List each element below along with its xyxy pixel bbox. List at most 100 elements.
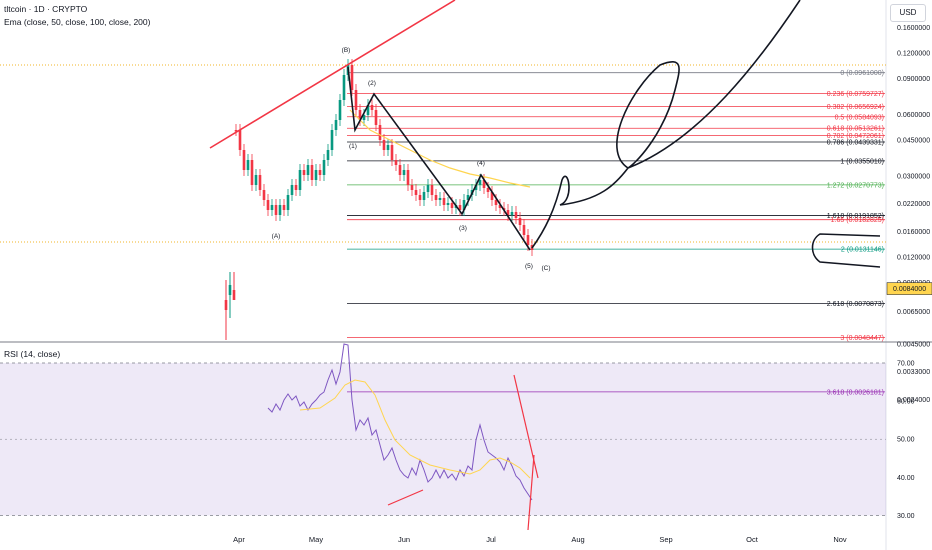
rsi-tick-label: 60.00 <box>897 399 915 406</box>
candle-body <box>518 218 522 225</box>
candle-body <box>490 192 494 200</box>
candle-body <box>286 195 290 210</box>
fib-level-label: 0.382 (0.0656924) <box>827 104 884 111</box>
candle-body <box>450 203 454 208</box>
candle-body <box>282 205 286 210</box>
fib-level-label: 0.702 (0.0472061) <box>827 133 884 140</box>
candle-body <box>232 290 236 300</box>
candle-body <box>414 190 418 195</box>
fib-level-label: 0 (0.0961000) <box>840 70 884 77</box>
fib-level-label: 2 (0.0131146) <box>841 247 884 254</box>
wave-label: (2) <box>368 80 376 87</box>
price-tick-label: 0.0033000 <box>897 369 930 376</box>
rsi-signal-line <box>299 379 531 479</box>
price-tick-label: 0.0160000 <box>897 229 930 236</box>
rsi-divergence-line <box>387 489 424 506</box>
candle-body <box>426 185 430 192</box>
time-axis-label: May <box>309 535 323 544</box>
price-tick-label: 0.1600000 <box>897 25 930 32</box>
candle-body <box>262 190 266 200</box>
candle-body <box>238 130 242 150</box>
candle-body <box>342 75 346 100</box>
candle-body <box>322 160 326 175</box>
time-axis-label: Jun <box>398 535 410 544</box>
price-target-bracket <box>811 233 881 268</box>
candle-body <box>290 185 294 195</box>
freehand-projection <box>531 0 801 249</box>
candle-body <box>266 200 270 210</box>
candle-body <box>462 200 466 210</box>
rsi-tick-label: 50.00 <box>897 437 915 444</box>
candle-body <box>418 195 422 200</box>
price-tick-label: 0.0450000 <box>897 137 930 144</box>
candle-body <box>526 235 530 245</box>
price-tick-label: 0.0600000 <box>897 112 930 119</box>
wave-label: (C) <box>541 265 550 272</box>
wave-zigzag <box>347 66 531 251</box>
price-tick-label: 0.0220000 <box>897 201 930 208</box>
time-axis-label: Oct <box>746 535 759 544</box>
candle-body <box>246 160 250 170</box>
wave-label: (3) <box>459 225 467 232</box>
candle-body <box>258 175 262 190</box>
candle-body <box>438 198 442 200</box>
candle-body <box>510 212 514 215</box>
candle-body <box>224 300 228 310</box>
candle-body <box>394 160 398 165</box>
candle-body <box>406 170 410 185</box>
wave-label: (5) <box>525 263 533 270</box>
wave-label: (1) <box>349 143 357 150</box>
candle-body <box>366 105 370 115</box>
candle-body <box>350 65 354 90</box>
candle-body <box>354 90 358 110</box>
candle-body <box>430 185 434 195</box>
trendline <box>209 0 456 149</box>
candle-body <box>410 185 414 190</box>
price-tick-label: 0.0024000 <box>897 397 930 404</box>
price-tick-label: 0.1200000 <box>897 50 930 57</box>
price-tick-label: 0.0900000 <box>897 76 930 83</box>
candle-body <box>522 225 526 235</box>
candle-body <box>228 285 232 295</box>
candle-body <box>442 198 446 205</box>
fib-level-label: 0.5 (0.0584093) <box>835 114 884 121</box>
candle-body <box>278 205 282 215</box>
candle-body <box>398 165 402 175</box>
currency-button[interactable]: USD <box>890 4 926 22</box>
candle-body <box>326 150 330 160</box>
candle-body <box>378 125 382 140</box>
candle-body <box>234 130 238 132</box>
fib-level-label: 0.236 (0.0759727) <box>827 91 884 98</box>
candle-body <box>422 192 426 200</box>
rsi-tick-label: 70.00 <box>897 361 915 368</box>
wave-label: (B) <box>342 47 351 54</box>
candle-body <box>478 180 482 185</box>
candle-body <box>362 115 366 120</box>
wave-label: (A) <box>272 233 281 240</box>
candle-body <box>358 110 362 120</box>
candle-body <box>446 203 450 205</box>
symbol-title: tltcoin · 1D · CRYPTO <box>4 4 88 14</box>
candle-body <box>374 110 378 125</box>
price-tick-label: 0.0045000 <box>897 341 930 348</box>
current-price-tag <box>886 282 932 295</box>
fib-level-label: 1.65 (0.0182825) <box>831 217 884 224</box>
time-axis-label: Apr <box>233 535 245 544</box>
time-axis-label: Sep <box>659 535 672 544</box>
candle-body <box>482 180 486 188</box>
fib-level-label: 1.618 (0.0191852) <box>827 213 884 220</box>
fib-level-label: 0.786 (0.0439331) <box>827 140 884 147</box>
candle-body <box>486 188 490 192</box>
candle-body <box>370 105 374 110</box>
candle-body <box>314 170 318 180</box>
rsi-tick-label: 30.00 <box>897 513 915 520</box>
time-axis-label: Nov <box>833 535 847 544</box>
rsi-indicator-label[interactable]: RSI (14, close) <box>4 349 61 359</box>
candle-body <box>334 120 338 130</box>
current-price-label: 0.0084000 <box>893 286 926 293</box>
candle-body <box>402 170 406 175</box>
ema-indicator-label[interactable]: Ema (close, 50, close, 100, close, 200) <box>4 17 151 27</box>
wave-label: (4) <box>477 160 485 167</box>
